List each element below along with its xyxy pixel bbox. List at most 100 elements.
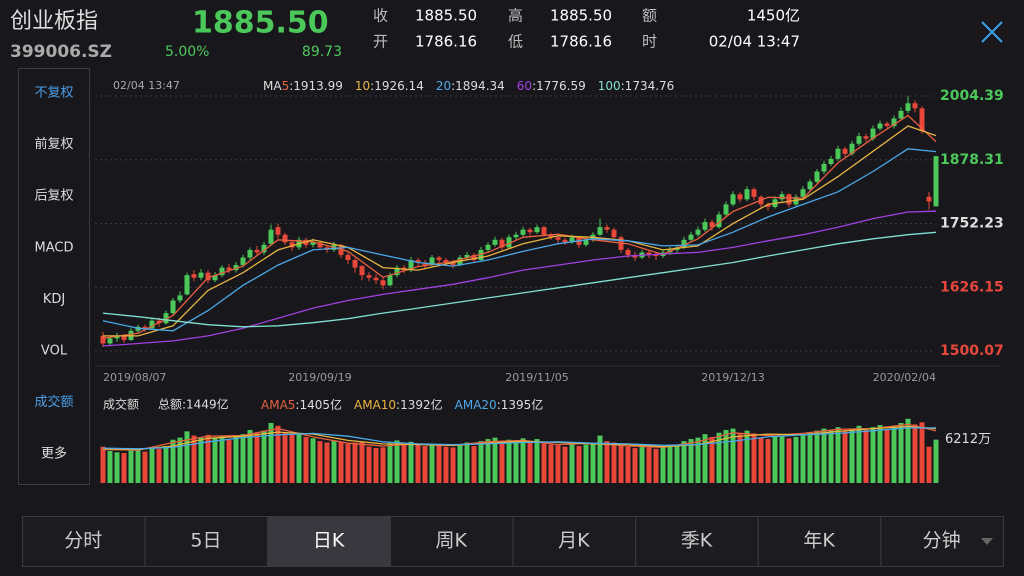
stat-label: 额 (642, 7, 657, 25)
volume-bar (191, 435, 197, 483)
volume-bar (716, 432, 722, 483)
volume-bar (471, 446, 477, 483)
volume-bar (856, 425, 862, 483)
volume-bar (590, 443, 596, 483)
candle-body (625, 249, 631, 255)
sidebar-item[interactable]: 后复权 (34, 188, 73, 204)
candle-body (443, 260, 449, 263)
sidebar-item[interactable]: 前复权 (34, 136, 73, 152)
volume-bar (345, 443, 351, 483)
volume-bar (898, 422, 904, 483)
tab-label[interactable]: 年K (803, 530, 835, 552)
candle-body (184, 275, 190, 295)
candle-body (807, 181, 813, 190)
volume-bar (107, 450, 113, 483)
volume-bar (912, 424, 918, 483)
sidebar-item[interactable]: 成交额 (34, 394, 73, 410)
volume-bar (135, 449, 141, 483)
legend-value: :1926.14 (370, 79, 424, 93)
volume-bar (639, 446, 645, 483)
tab-label[interactable]: 5日 (190, 530, 221, 552)
candle-body (695, 229, 701, 235)
tab[interactable] (144, 516, 269, 567)
close-button[interactable] (981, 21, 1003, 43)
candle-body (366, 275, 372, 278)
candle-body (933, 156, 939, 207)
tab-label[interactable]: 分时 (64, 530, 102, 552)
candle-body (436, 257, 442, 261)
volume-bar (464, 442, 470, 483)
candle-body (828, 158, 834, 164)
candle-body (814, 171, 820, 182)
tab-label[interactable]: 季K (681, 530, 713, 552)
candle-body (926, 196, 932, 202)
volume-bar (625, 446, 631, 483)
stat-value: 1786.16 (550, 33, 612, 51)
candle-body (261, 244, 267, 253)
volume-bar (681, 441, 687, 483)
volume-bar (212, 438, 218, 483)
tab[interactable] (389, 516, 514, 567)
sidebar-item[interactable]: 更多 (41, 446, 67, 462)
candle-body (506, 237, 512, 248)
candle-body (394, 267, 400, 276)
candle-body (142, 326, 148, 329)
candle-body (716, 214, 722, 228)
volume-bar (527, 441, 533, 483)
candle-body (877, 123, 883, 129)
sidebar-item[interactable]: KDJ (43, 292, 65, 307)
volume-bar (261, 430, 267, 483)
volume-bar (821, 428, 827, 483)
candle-body (429, 257, 435, 266)
tab-label[interactable]: 日K (313, 530, 345, 552)
volume-bar (562, 446, 568, 483)
sidebar-item[interactable]: 不复权 (34, 85, 73, 101)
candle-body (373, 277, 379, 281)
x-tick-label: 2019/08/07 (103, 371, 166, 384)
candle-body (702, 222, 708, 230)
volume-bar (436, 445, 442, 483)
volume-bar (660, 446, 666, 483)
ma-line (102, 423, 937, 451)
candle-body (177, 295, 183, 301)
volume-bar (429, 443, 435, 483)
candle-body (737, 194, 743, 200)
volume-bar (184, 431, 190, 483)
legend-key: 10 (355, 79, 370, 93)
volume-bar (485, 439, 491, 483)
candle-body (919, 108, 925, 132)
tab-label[interactable]: 分钟 (923, 530, 961, 552)
volume-bar (758, 437, 764, 483)
stat-value: 1885.50 (415, 7, 477, 25)
volume-bar (219, 436, 225, 483)
volume-bar (688, 439, 694, 483)
sidebar-item[interactable]: MACD (35, 240, 74, 255)
volume-bar (296, 433, 302, 483)
candle-body (534, 227, 540, 233)
volume-bar (870, 427, 876, 483)
volume-bar (499, 441, 505, 483)
tab[interactable] (757, 516, 882, 567)
y-tick-label: 1878.31 (940, 152, 1004, 168)
sidebar-item[interactable]: VOL (41, 344, 68, 359)
volume-bar (667, 445, 673, 483)
tab-label[interactable]: 月K (558, 530, 590, 552)
volume-bar (842, 431, 848, 483)
legend-key: AMA20 (455, 398, 497, 412)
tab[interactable] (880, 516, 1004, 567)
tab[interactable] (22, 516, 146, 567)
tab[interactable] (512, 516, 637, 567)
volume-bar (198, 436, 204, 483)
volume-bar (646, 447, 652, 483)
legend-value: :1392亿 (396, 397, 443, 412)
candle-body (478, 249, 484, 261)
tab[interactable] (635, 516, 759, 567)
candle-body (912, 103, 918, 109)
ma-line (102, 210, 937, 347)
stat-value: 1450亿 (747, 7, 800, 25)
volume-bar (569, 443, 575, 483)
volume-bar (317, 441, 323, 483)
candle-body (226, 267, 232, 271)
tab-label[interactable]: 周K (435, 530, 467, 552)
tab[interactable] (267, 516, 391, 567)
